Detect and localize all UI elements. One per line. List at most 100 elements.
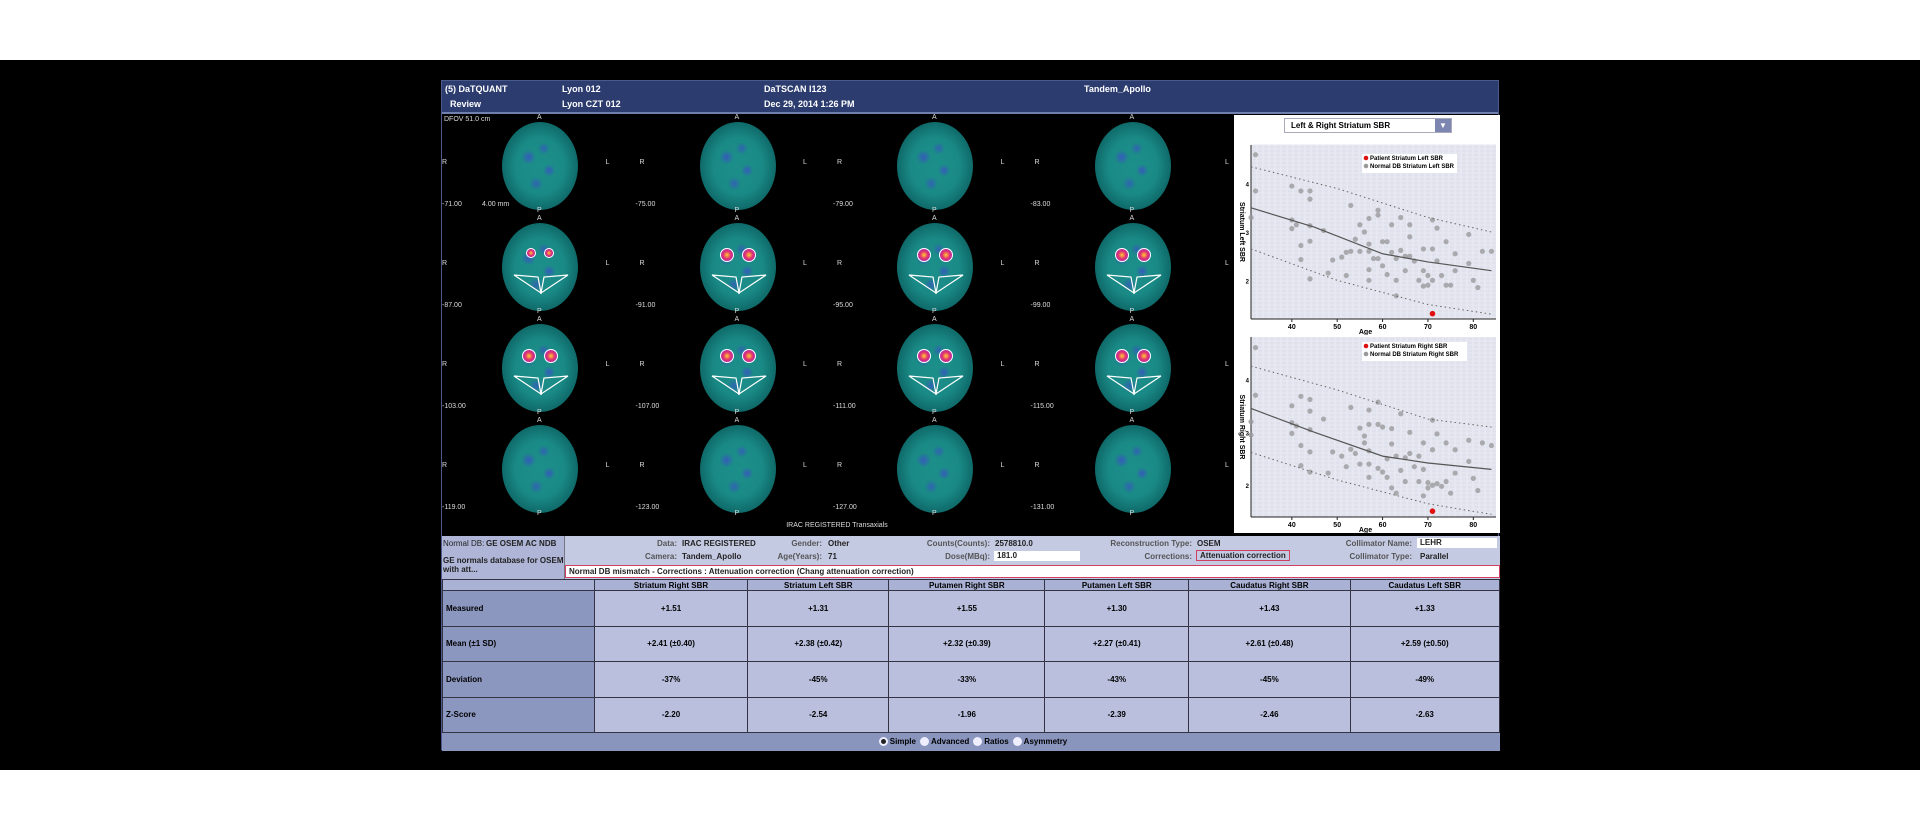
normal-db-point (1393, 277, 1399, 283)
normal-db-point (1389, 249, 1395, 255)
right-label: R (442, 260, 448, 267)
y-tick-label: 2 (1246, 484, 1250, 490)
radio-button-icon[interactable] (919, 737, 929, 747)
corrections-value: Attenuation correction (1196, 550, 1290, 561)
mode-label: Review (450, 99, 482, 109)
normal-db-point (1434, 481, 1440, 487)
slice-view[interactable]: A P R -103.00 (442, 316, 639, 418)
table-cell: -2.20 (593, 696, 749, 733)
collimator-name-label: Collimator Name: (1345, 539, 1412, 548)
analysis-mode-selector: Simple Advanced Ratios Asymmetry (442, 733, 1500, 751)
mode-radio-simple[interactable]: Simple (875, 737, 916, 747)
x-tick-label: 60 (1379, 522, 1387, 529)
legend-label: Normal DB Striatum Left SBR (1370, 164, 1455, 170)
slice-view[interactable]: A P L R -79.00 (803, 114, 1034, 216)
brain-slice-image (699, 425, 776, 513)
slice-view[interactable]: A P R -119.00 (442, 417, 639, 519)
normal-db-point (1425, 485, 1431, 491)
table-row: Z-Score -2.20 -2.54 -1.96 -2.39 -2.46 -2.63 (442, 696, 1501, 733)
mode-radio-ratios[interactable]: Ratios (969, 737, 1009, 747)
normal-db-point (1348, 446, 1354, 452)
posterior-label: P (734, 308, 740, 315)
slice-view[interactable]: A P L R -131.00 (1001, 417, 1232, 519)
chart-selector-dropdown[interactable]: Left & Right Striatum SBR ▼ (1284, 118, 1452, 133)
posterior-label: P (537, 207, 542, 214)
normal-db-point (1298, 256, 1304, 263)
slice-view[interactable]: A P L R -127.00 (803, 417, 1034, 519)
radio-button-icon[interactable] (1012, 737, 1022, 747)
viewer-caption: IRAC REGISTERED Transaxials (786, 522, 888, 529)
normal-db-point (1389, 441, 1395, 447)
normal-db-point (1420, 283, 1427, 289)
slice-view[interactable]: A P L R -123.00 (606, 417, 837, 519)
x-tick-label: 70 (1424, 324, 1432, 331)
normal-db-point (1466, 437, 1472, 443)
normal-db-point (1407, 429, 1413, 435)
dropdown-arrow-icon[interactable]: ▼ (1435, 119, 1451, 132)
brain-slice-image (1094, 223, 1171, 311)
normal-db-point (1330, 257, 1336, 263)
dose-field[interactable]: 181.0 (994, 551, 1080, 561)
mode-radio-advanced[interactable]: Advanced (916, 737, 969, 747)
normal-db-point (1448, 282, 1454, 288)
anterior-label: A (932, 215, 937, 222)
slice-view[interactable]: A P R -87.00 (442, 215, 639, 317)
slice-view[interactable]: A P L R -75.00 (606, 114, 837, 216)
transaxial-image-grid[interactable]: DFOV 51.0 cm 4.00 mm A P R -71.00 A P L … (442, 114, 1232, 533)
normal-db-point (1293, 222, 1299, 228)
normal-db-point (1357, 425, 1363, 431)
normal-db-point (1398, 214, 1404, 221)
age-value: 71 (828, 552, 837, 561)
y-tick-label: 3 (1246, 231, 1250, 237)
posterior-label: P (734, 510, 740, 517)
anterior-label: A (734, 417, 740, 424)
slice-view[interactable]: A P L R -111.00 (803, 316, 1034, 418)
normal-db-label: Normal DB: (443, 539, 485, 548)
normal-db-point (1375, 212, 1381, 218)
normal-db-point (1438, 272, 1445, 279)
right-label: R (639, 361, 645, 368)
normal-db-point (1352, 450, 1358, 457)
right-striatum-roi (544, 349, 558, 363)
slice-position: -87.00 (442, 302, 462, 309)
normal-db-point (1298, 393, 1304, 399)
slice-view[interactable]: A P L R -99.00 (1001, 215, 1232, 317)
radio-button-icon[interactable] (878, 737, 888, 747)
slice-position: -99.00 (1030, 302, 1051, 309)
normal-db-point (1420, 246, 1427, 252)
right-sbr-scatter-chart: 40 50 60 70 80 2 3 4 Age Striatum Right SBR Patien… (1238, 337, 1496, 533)
radio-button-icon[interactable] (973, 737, 983, 747)
normal-db-point (1325, 470, 1331, 476)
x-axis-label: Age (1359, 329, 1372, 335)
normal-db-point (1452, 470, 1458, 476)
brain-slice-image (699, 122, 776, 210)
normal-db-point (1307, 238, 1313, 244)
normal-db-point (1375, 255, 1381, 262)
left-label: L (1000, 361, 1005, 368)
slice-view[interactable]: A P L R -107.00 (606, 316, 837, 418)
header-bar: (5) DaTQUANT Review Lyon 012 Lyon CZT 01… (442, 81, 1498, 114)
slice-view[interactable]: A P R -71.00 (442, 114, 639, 216)
slice-view[interactable]: A P L R -115.00 (1001, 316, 1232, 418)
normal-db-point (1443, 478, 1449, 485)
y-tick-label: 4 (1246, 378, 1250, 384)
occipital-reference-roi (711, 274, 766, 295)
slice-view[interactable]: A P L R -91.00 (606, 215, 837, 317)
occipital-reference-roi (711, 375, 766, 396)
normal-db-point (1398, 467, 1404, 474)
normal-db-point (1307, 188, 1313, 194)
posterior-label: P (537, 308, 542, 315)
occipital-reference-roi (908, 375, 964, 396)
left-label: L (803, 462, 807, 469)
right-striatum-roi (1136, 349, 1151, 363)
x-tick-label: 40 (1288, 522, 1296, 529)
data-label: Data: (656, 539, 677, 548)
slice-view[interactable]: A P L R -83.00 (1001, 114, 1232, 216)
mode-radio-asymmetry[interactable]: Asymmetry (1009, 737, 1067, 747)
occipital-reference-roi (1106, 274, 1161, 295)
slice-view[interactable]: A P L R -95.00 (803, 215, 1034, 317)
normal-db-point (1375, 207, 1381, 213)
study-name: DaTSCAN I123 (764, 84, 827, 94)
normal-db-point (1325, 270, 1331, 276)
chart-panel: Left & Right Striatum SBR ▼ 40 50 60 70 80 2 3… (1234, 115, 1500, 533)
